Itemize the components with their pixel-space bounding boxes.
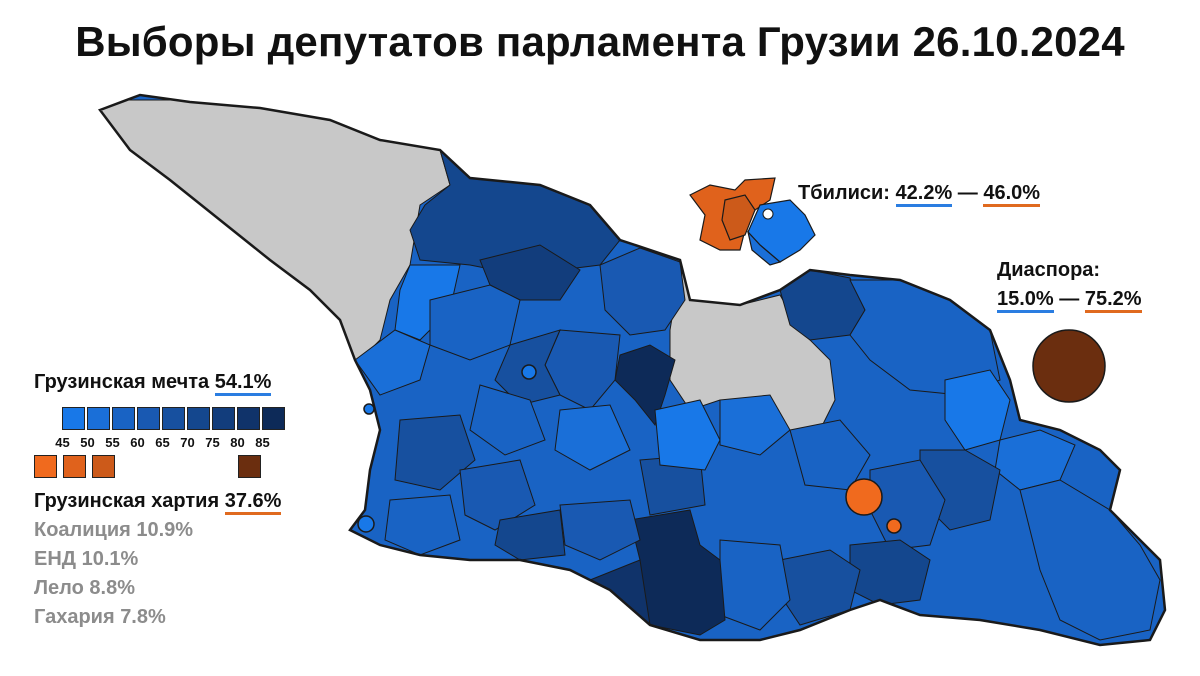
legend-swatch xyxy=(87,407,110,430)
tbilisi-inset xyxy=(689,177,816,266)
legend-swatch xyxy=(62,407,85,430)
legend-swatch xyxy=(187,407,210,430)
legend-tick: 80 xyxy=(230,435,245,450)
legend-tick: 85 xyxy=(255,435,270,450)
city-marker-rustavi-small xyxy=(886,518,902,534)
list-item: Лело 8.8% xyxy=(34,577,135,599)
legend-charter-title: Грузинская хартия 37.6% xyxy=(34,490,282,515)
district-kharagauli xyxy=(554,404,631,471)
tbilisi-separator: — xyxy=(957,182,978,204)
legend-gd-name: Грузинская мечта xyxy=(34,371,210,393)
legend-swatch xyxy=(212,407,235,430)
district-terjola xyxy=(469,384,546,456)
legend-swatch xyxy=(112,407,135,430)
legend-charter-name: Грузинская хартия xyxy=(34,490,220,512)
district-adjara-north xyxy=(384,494,461,556)
legend-swatch xyxy=(34,455,57,478)
legend-gd-swatches xyxy=(62,407,285,430)
legend-gd-title: Грузинская мечта 54.1% xyxy=(34,371,272,396)
tbilisi-district-southeast xyxy=(746,229,782,266)
tbilisi-gd-value: 42.2% xyxy=(895,182,953,207)
diaspora-charter-value: 75.2% xyxy=(1084,288,1142,313)
district-dedoplistskaro xyxy=(1019,479,1161,641)
legend-tick: 50 xyxy=(80,435,95,450)
page-title: Выборы депутатов парламента Грузии 26.10… xyxy=(75,18,1125,65)
other-parties-list: Коалиция 10.9% ЕНД 10.1% Лело 8.8% Гахар… xyxy=(34,516,193,632)
country-outline xyxy=(97,93,1167,647)
tbilisi-district-center xyxy=(721,194,756,241)
district-gori xyxy=(654,399,721,471)
legend-swatch xyxy=(63,455,86,478)
tbilisi-lake xyxy=(762,208,774,220)
district-mtskheta xyxy=(789,419,871,491)
city-marker-rustavi xyxy=(845,478,883,516)
district-khulo xyxy=(494,509,566,561)
legend-tick: 45 xyxy=(55,435,70,450)
diaspora-name: Диаспора: xyxy=(997,259,1101,281)
diaspora-separator: — xyxy=(1059,288,1080,310)
legend-tick: 75 xyxy=(205,435,220,450)
legend-swatch-dark xyxy=(238,455,261,478)
city-marker-poti xyxy=(363,403,375,415)
diaspora-circle xyxy=(1032,329,1106,403)
legend-tick: 70 xyxy=(180,435,195,450)
district-akhaltsikhe xyxy=(559,499,641,561)
legend-swatch xyxy=(237,407,260,430)
list-item: ЕНД 10.1% xyxy=(34,548,139,570)
legend-swatch xyxy=(137,407,160,430)
district-mestia-west xyxy=(394,264,461,341)
legend-swatch xyxy=(162,407,185,430)
legend-charter-value: 37.6% xyxy=(224,490,282,515)
diaspora-gd-value: 15.0% xyxy=(997,288,1054,313)
district-racha xyxy=(599,247,686,336)
list-item: Коалиция 10.9% xyxy=(34,519,194,541)
legend-tick: 55 xyxy=(105,435,120,450)
district-kaspi xyxy=(719,394,791,456)
legend-charter-swatches xyxy=(34,455,115,478)
legend-tick: 65 xyxy=(155,435,170,450)
legend-swatch xyxy=(92,455,115,478)
legend-gd-value: 54.1% xyxy=(214,371,272,396)
tbilisi-charter-value: 46.0% xyxy=(983,182,1041,207)
legend-tick: 60 xyxy=(130,435,145,450)
diaspora-values: 15.0% — 75.2% xyxy=(997,288,1142,313)
tbilisi-name: Тбилиси: xyxy=(798,182,890,204)
city-marker-batumi xyxy=(357,515,375,533)
city-marker-zugdidi xyxy=(521,364,537,380)
district-guria xyxy=(394,414,476,491)
legend-swatch xyxy=(262,407,285,430)
tbilisi-label: Тбилиси: 42.2% — 46.0% xyxy=(798,182,1041,207)
legend-ticks: 45 50 55 60 65 70 75 80 85 xyxy=(50,435,275,450)
list-item: Гахария 7.8% xyxy=(34,606,166,628)
district-zugdidi xyxy=(354,329,431,396)
